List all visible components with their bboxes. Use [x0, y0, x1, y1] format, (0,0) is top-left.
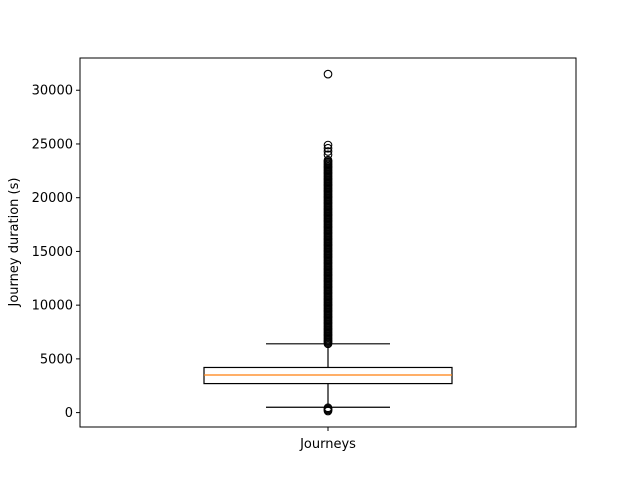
- box-and-whiskers: [203, 343, 453, 408]
- y-tick-label: 20000: [32, 191, 73, 206]
- x-axis: Journeys: [299, 427, 356, 452]
- x-tick-label: Journeys: [299, 437, 356, 452]
- y-tick-label: 25000: [32, 137, 73, 152]
- y-tick-label: 15000: [32, 245, 73, 260]
- outlier-point: [323, 143, 333, 153]
- outliers: [323, 69, 333, 416]
- outlier-point: [323, 147, 333, 156]
- outlier-point: [323, 69, 333, 79]
- y-tick-label: 5000: [40, 352, 73, 367]
- y-tick-label: 10000: [32, 299, 73, 314]
- outlier-point: [323, 150, 333, 160]
- y-tick-label: 0: [65, 406, 73, 421]
- y-axis: 0 5000 10000 15000 20000 25000 30000: [32, 84, 80, 421]
- y-axis-label: Journey duration (s): [7, 178, 22, 308]
- outlier-point: [323, 140, 333, 150]
- outlier-point: [323, 155, 333, 165]
- y-tick-label: 30000: [32, 84, 73, 99]
